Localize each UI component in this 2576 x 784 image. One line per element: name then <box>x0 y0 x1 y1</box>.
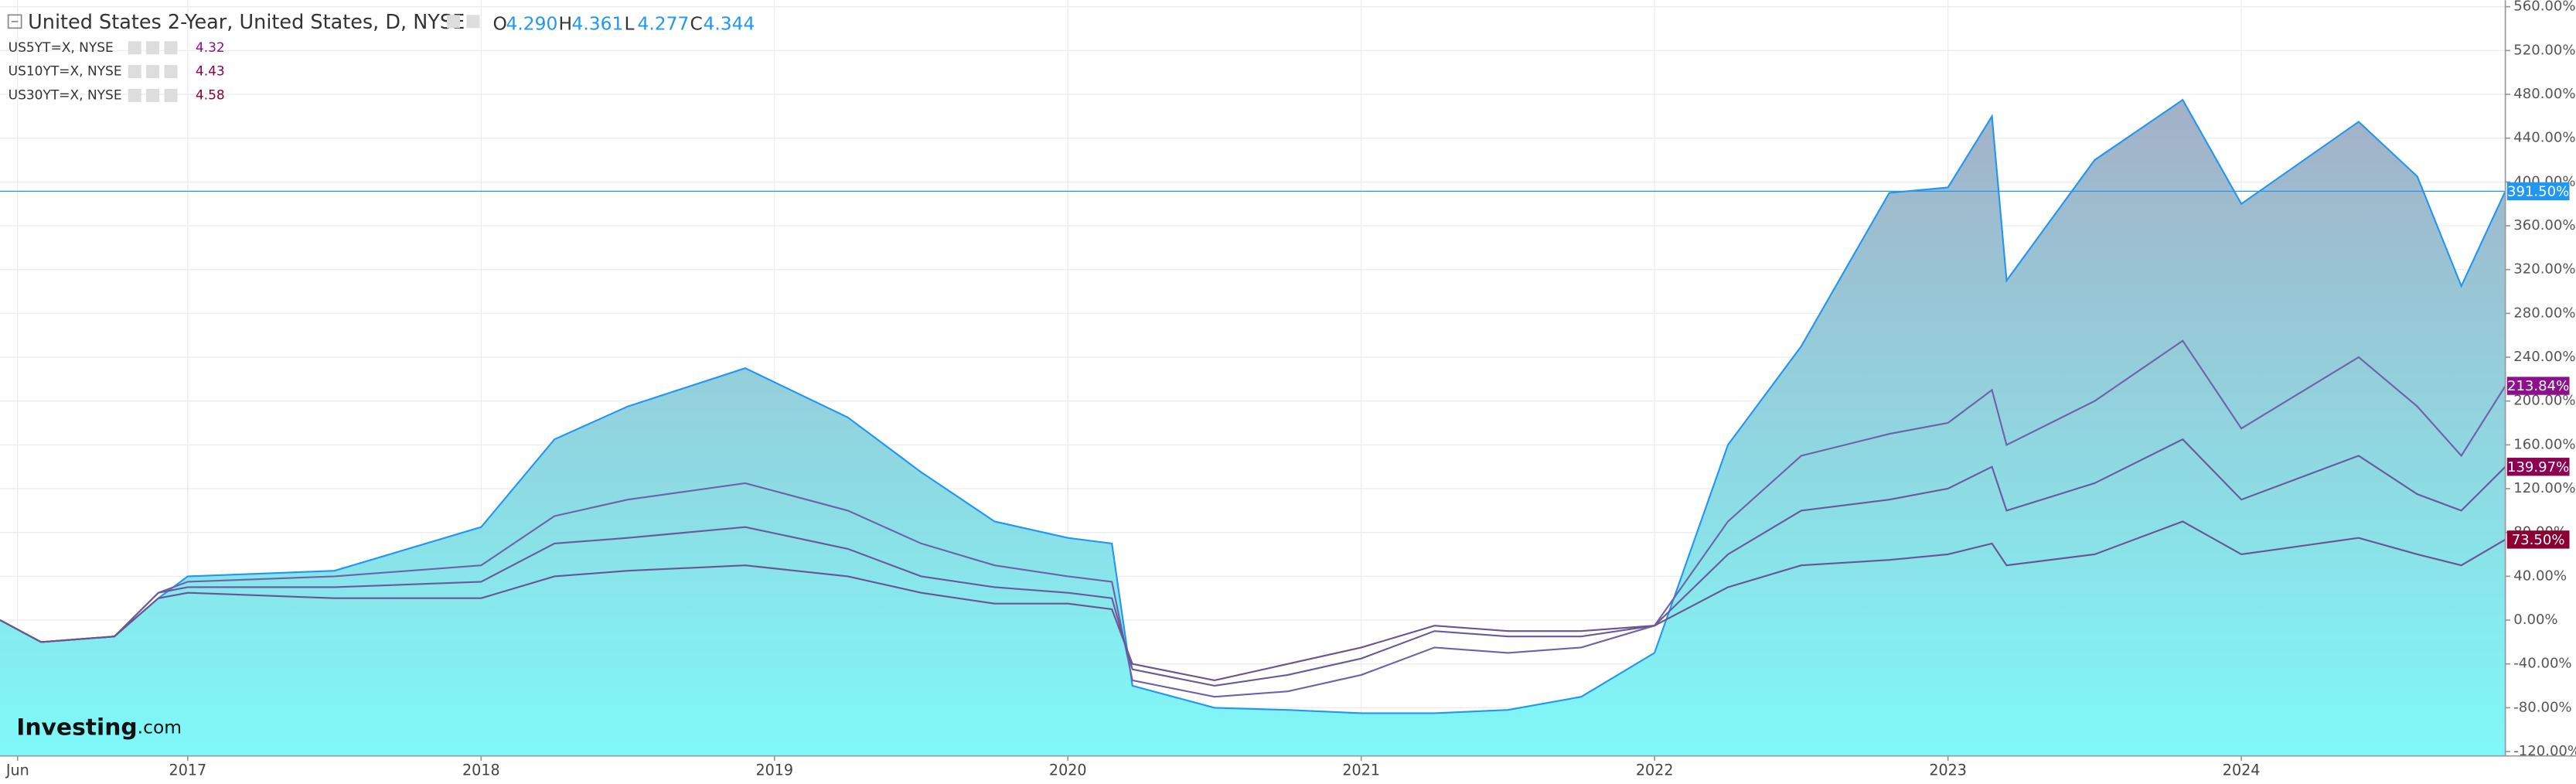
legend: US5YT=X, NYSE 4.32 US10YT=X, NYSE 4.43 US30Y… <box>9 40 225 104</box>
legend-name: US10YT=X, NYSE <box>9 64 122 80</box>
x-tick-label: 2021 <box>1342 761 1380 779</box>
y-tick-label: -120.00% <box>2513 743 2576 759</box>
last-value-label: 139.97% <box>2507 459 2569 476</box>
legend-value: 4.58 <box>196 87 225 103</box>
y-tick-label: 320.00% <box>2513 261 2575 278</box>
y-tick-label: 560.00% <box>2513 0 2575 15</box>
legend-icon[interactable] <box>164 41 178 55</box>
legend-icon[interactable] <box>128 41 141 55</box>
legend-icon[interactable] <box>128 65 141 79</box>
legend-name: US30YT=X, NYSE <box>9 87 122 103</box>
ohlc-value: 4.361 <box>572 13 624 35</box>
last-value-badge <box>2506 182 2570 201</box>
legend-icon[interactable] <box>146 41 160 55</box>
ohlc: O4.290 H 4.361 L 4.277 C 4.344 <box>493 13 755 35</box>
settings-icon[interactable] <box>447 15 460 29</box>
last-value-label: 213.84% <box>2507 378 2569 394</box>
y-tick-label: 440.00% <box>2513 130 2575 146</box>
y-tick-label: 240.00% <box>2513 349 2575 365</box>
x-tick-label: 2018 <box>462 761 500 779</box>
y-tick-label: 120.00% <box>2513 480 2575 496</box>
ohlc-key: O <box>493 13 507 35</box>
y-tick-label: 200.00% <box>2513 393 2575 409</box>
y-tick-label: 360.00% <box>2513 217 2575 233</box>
y-tick-label: 280.00% <box>2513 305 2575 321</box>
x-tick-label: Jun <box>5 761 29 779</box>
x-tick-label: 2020 <box>1049 761 1087 779</box>
collapse-icon[interactable] <box>7 14 22 29</box>
legend-value: 4.32 <box>196 40 225 56</box>
last-value-badge <box>2506 458 2570 476</box>
series-line <box>0 98 2506 714</box>
y-tick-label: 160.00% <box>2513 436 2575 452</box>
watermark-suffix: .com <box>138 716 182 738</box>
y-tick-label: 40.00% <box>2513 568 2567 584</box>
watermark-brand: Investing <box>16 714 137 741</box>
x-tick-label: 2022 <box>1636 761 1674 779</box>
legend-icon[interactable] <box>164 88 178 102</box>
ohlc-key: H <box>559 13 573 35</box>
series-area <box>0 100 2506 756</box>
last-value-badge <box>2506 530 2570 549</box>
legend-value: 4.43 <box>196 64 225 80</box>
legend-icon[interactable] <box>146 88 160 102</box>
ohlc-value: 4.344 <box>704 13 755 35</box>
axes: -120.00%-80.00%-40.00%0.00%40.00%80.00%1… <box>5 0 2576 779</box>
x-tick-label: 2023 <box>1929 761 1967 779</box>
legend-name: US5YT=X, NYSE <box>9 40 114 56</box>
ohlc-value: 4.290 <box>506 13 558 35</box>
series-line <box>0 438 2506 687</box>
series-line <box>0 520 2506 682</box>
x-tick-label: 2017 <box>169 761 207 779</box>
ohlc-value: 4.277 <box>638 13 690 35</box>
y-tick-label: -40.00% <box>2513 656 2571 672</box>
watermark: Investing.com <box>16 714 182 741</box>
series-line <box>0 339 2506 698</box>
legend-icon[interactable] <box>128 88 141 102</box>
hide-icon[interactable] <box>466 15 480 29</box>
ohlc-key: L <box>625 13 635 35</box>
last-value-label: 73.50% <box>2512 532 2565 548</box>
x-tick-label: 2019 <box>755 761 793 779</box>
plot-area <box>0 98 2506 756</box>
last-value-badge <box>2506 377 2570 395</box>
last-value-label: 391.50% <box>2507 183 2569 199</box>
ohlc-key: C <box>690 13 703 35</box>
y-tick-label: 520.00% <box>2513 42 2575 58</box>
y-tick-label: 480.00% <box>2513 86 2575 102</box>
y-tick-label: 0.00% <box>2513 612 2557 628</box>
legend-icon[interactable] <box>146 65 160 79</box>
legend-icon[interactable] <box>164 65 178 79</box>
x-tick-label: 2024 <box>2223 761 2261 779</box>
chart-title: United States 2-Year, United States, D, … <box>28 11 465 34</box>
y-tick-label: -80.00% <box>2513 699 2571 715</box>
